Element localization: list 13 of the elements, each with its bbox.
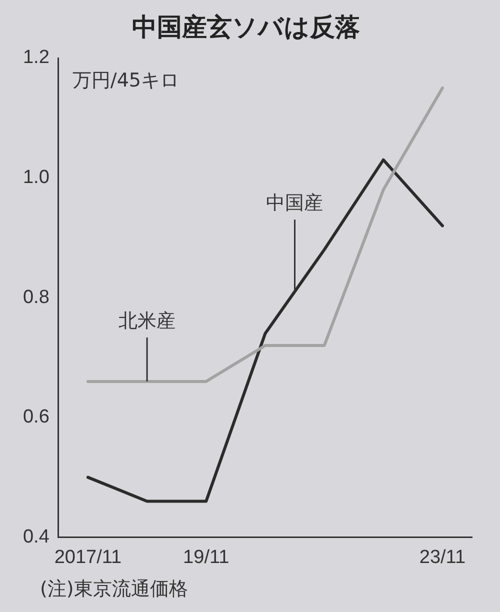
y-tick-label: 0.6: [22, 406, 50, 428]
text: 北米産: [118, 310, 176, 332]
text: (注)東京流通価格: [40, 577, 188, 602]
y-tick-label: 0.8: [22, 286, 50, 308]
y-tick-label: 0.4: [22, 526, 50, 548]
y-axis-title: 万円/45キロ: [72, 69, 179, 92]
x-tick-label: 2017/11: [54, 546, 122, 568]
x-tick-label: 23/11: [419, 546, 466, 568]
y-tick-label: 1.2: [22, 47, 50, 68]
chart-title: 中国産玄ソバは反落: [132, 12, 360, 42]
x-tick-label: 19/11: [183, 546, 230, 568]
series-label: 中国産: [266, 192, 324, 214]
y-tick-label: 1.0: [22, 167, 50, 188]
